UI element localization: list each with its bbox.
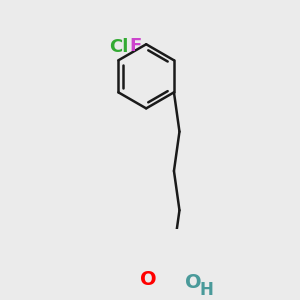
Text: Cl: Cl <box>109 38 128 56</box>
Text: H: H <box>199 281 213 299</box>
Text: F: F <box>129 37 142 55</box>
Text: O: O <box>140 270 156 289</box>
Text: O: O <box>185 273 202 292</box>
